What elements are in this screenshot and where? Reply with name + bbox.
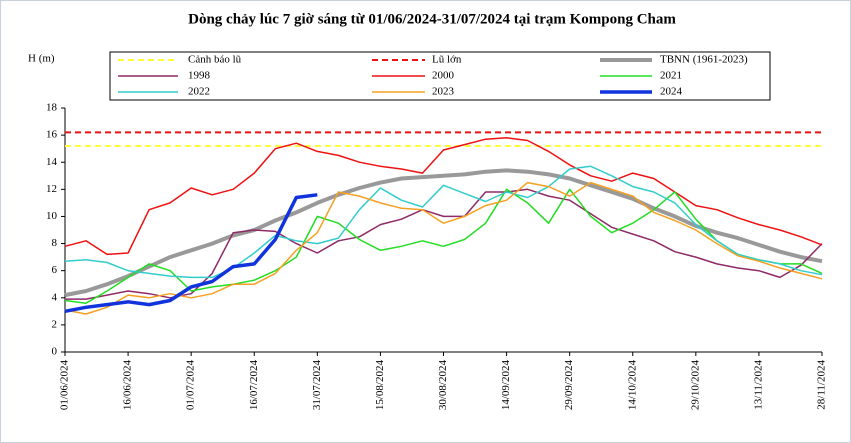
x-tick-label: 13/11/2024 [752,360,764,410]
y-tick-label: 2 [52,318,58,330]
x-tick-label: 01/06/2024 [59,360,71,411]
x-tick-label: 14/10/2024 [626,360,638,411]
legend-label: 2021 [660,70,682,82]
legend-label: TBNN (1961-2023) [660,54,748,66]
y-axis-label: H (m) [28,53,55,65]
legend [109,51,771,101]
series-line [64,188,823,304]
y-tick-label: 0 [52,346,58,358]
legend-label: 2022 [188,86,210,98]
legend-label: Cảnh báo lũ [188,54,242,66]
y-tick-label: 18 [46,102,58,114]
y-tick-label: 12 [46,183,57,195]
legend-label: 2000 [432,70,455,82]
x-tick-label: 31/07/2024 [311,360,323,411]
series-line [65,188,823,300]
series-line [64,193,318,314]
x-tick-label: 28/11/2024 [816,360,828,410]
x-tick-label: 15/08/2024 [374,360,386,411]
x-tick-label: 16/07/2024 [248,360,260,411]
x-tick-label: 16/06/2024 [122,360,134,411]
x-tick-label: 29/10/2024 [689,360,701,411]
x-tick-label: 01/07/2024 [185,360,197,411]
y-tick-label: 10 [46,210,58,222]
x-tick-label: 29/09/2024 [563,360,575,411]
legend-label: 1998 [188,70,211,82]
legend-label: Lũ lớn [432,54,462,66]
x-tick-label: 30/08/2024 [437,360,449,411]
legend-label: 2023 [432,86,455,98]
series-line [64,165,823,279]
series-line [64,137,823,256]
y-tick-label: 8 [52,237,58,249]
series-line [64,181,823,315]
chart-title: Dòng chảy lúc 7 giờ sáng từ 01/06/2024-3… [188,11,676,27]
y-tick-label: 4 [52,291,58,303]
x-tick-label: 14/09/2024 [500,360,512,411]
series-line [64,168,823,298]
y-tick-label: 14 [46,156,58,168]
y-tick-label: 6 [52,264,58,276]
legend-label: 2024 [660,86,683,98]
y-tick-label: 16 [46,129,58,141]
